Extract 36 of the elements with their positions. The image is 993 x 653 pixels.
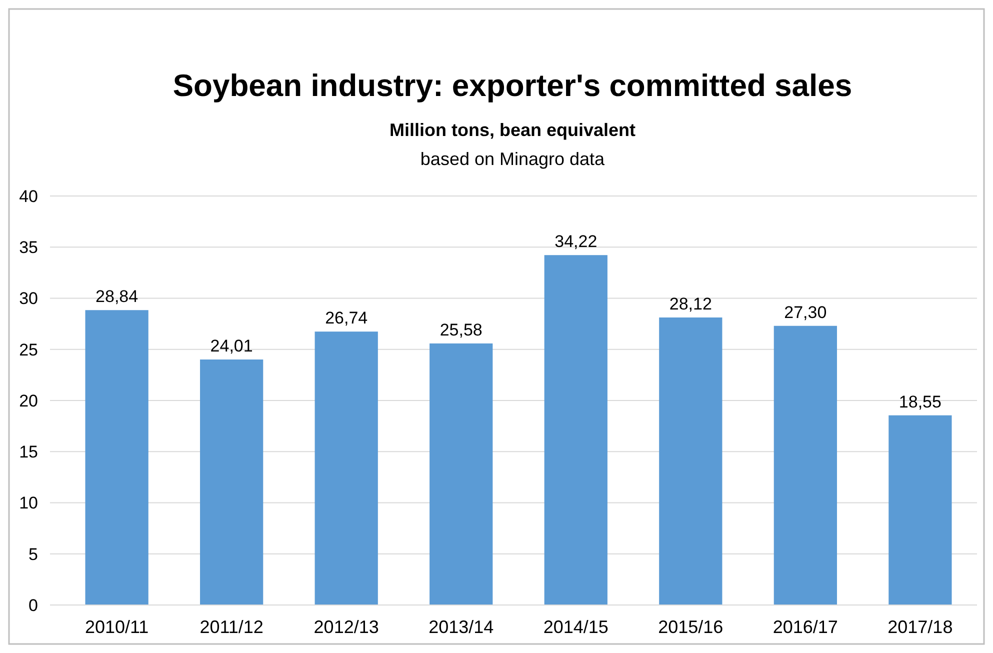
bar: [85, 310, 148, 605]
data-label: 28,12: [669, 294, 712, 314]
y-tick-label: 25: [19, 340, 38, 360]
data-label: 34,22: [554, 232, 598, 252]
x-tick-label: 2015/16: [658, 617, 724, 637]
data-label: 27,30: [784, 302, 827, 322]
x-tick-label: 2012/13: [314, 617, 379, 637]
bar: [314, 332, 378, 605]
y-tick-label: 5: [28, 544, 38, 564]
y-tick-label: 15: [19, 442, 38, 462]
bar: [774, 326, 837, 605]
y-tick-label: 0: [28, 596, 38, 615]
chart-subtitle: Million tons, bean equivalent: [389, 120, 636, 140]
data-label: 25,58: [440, 320, 482, 340]
bar: [430, 343, 493, 605]
y-tick-label: 30: [19, 289, 38, 308]
y-tick-label: 35: [19, 238, 38, 258]
y-tick-label: 20: [19, 391, 38, 410]
data-label: 26,74: [325, 308, 368, 328]
y-tick-label: 40: [19, 186, 38, 206]
bar: [888, 415, 952, 605]
data-label: 28,84: [96, 287, 138, 306]
data-label: 18,55: [898, 392, 942, 412]
x-tick-label: 2016/17: [772, 617, 838, 637]
x-tick-label: 2010/11: [84, 617, 149, 637]
x-tick-label: 2014/15: [543, 617, 608, 637]
x-tick-label: 2017/18: [888, 617, 953, 637]
bar: [544, 255, 608, 605]
x-tick-label: 2013/14: [428, 617, 494, 637]
bar: [200, 360, 264, 605]
y-tick-label: 10: [19, 494, 38, 513]
text: based on Minagro data: [420, 149, 606, 169]
chart-title: Soybean industry: exporter's committed sales: [172, 68, 852, 103]
bar: [659, 317, 722, 605]
data-label: 24,01: [210, 336, 253, 356]
x-tick-label: 2011/12: [200, 617, 264, 637]
